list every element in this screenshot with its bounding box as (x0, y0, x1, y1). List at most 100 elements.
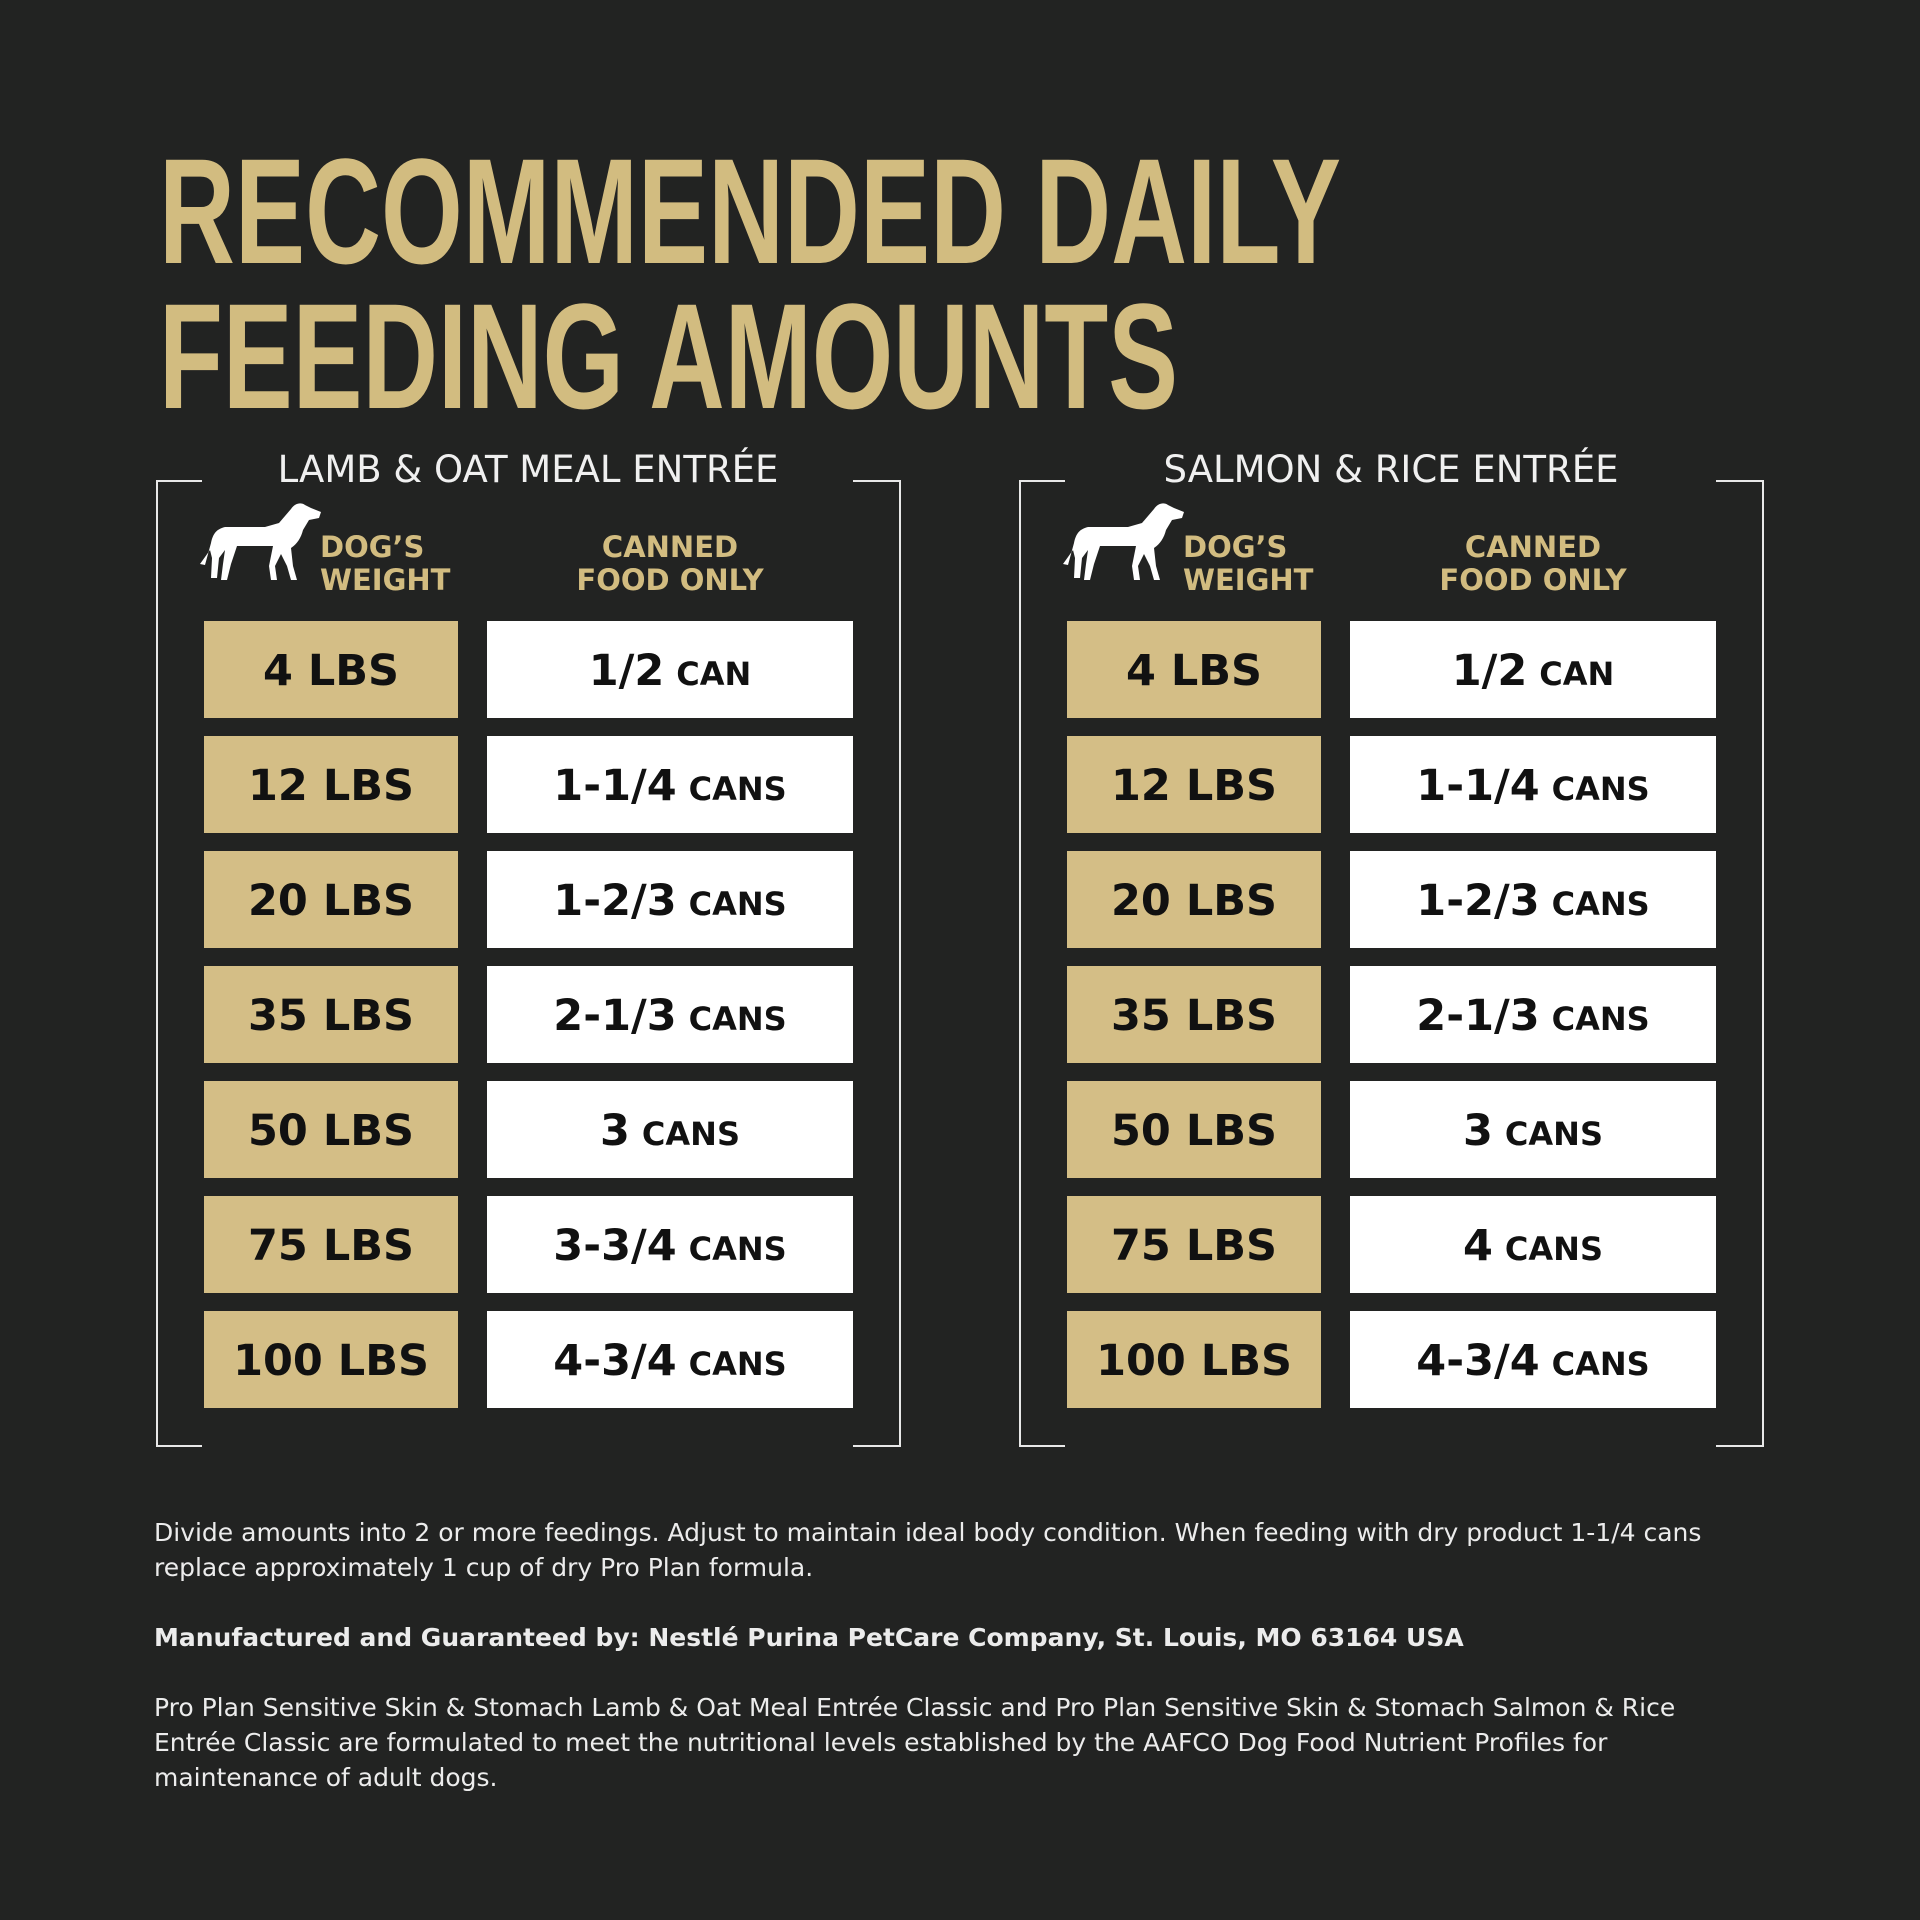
title-line: RECOMMENDED DAILY (159, 127, 1341, 295)
column-header: WEIGHT (1183, 563, 1314, 597)
amount-unit: CAN (676, 655, 751, 693)
amount-value: 1/2 (1452, 646, 1528, 696)
amount-unit: CANS (689, 1000, 787, 1038)
weight: 50 LBS (1111, 1106, 1277, 1156)
amount-cell (487, 966, 853, 1063)
amount-value: 1-2/3 (553, 876, 676, 926)
amount-cell (487, 1081, 853, 1178)
amount-unit: CANS (1505, 1230, 1603, 1268)
amount-cell (487, 1196, 853, 1293)
bracket (1019, 480, 1065, 1447)
weight-cell (204, 621, 458, 718)
column-header: WEIGHT (320, 563, 451, 597)
amount: 1/2 CAN (1452, 646, 1615, 696)
amount: 4 CANS (1463, 1221, 1603, 1271)
amount-value: 1-2/3 (1416, 876, 1539, 926)
column-header: CANNED (1465, 530, 1601, 564)
amount: 1/2 CAN (589, 646, 752, 696)
weight-cell (1067, 1311, 1321, 1408)
instructions: Divide amounts into 2 or more feedings. … (154, 1518, 1702, 1582)
weight: 35 LBS (1111, 991, 1277, 1041)
title-line: FEEDING AMOUNTS (159, 272, 1178, 440)
weight: 20 LBS (248, 876, 414, 926)
amount: 2-1/3 CANS (1416, 991, 1649, 1041)
column-header: DOG’S (320, 530, 424, 564)
amount-value: 3 (600, 1106, 630, 1156)
column-header: FOOD ONLY (576, 563, 764, 597)
aafco-statement: Pro Plan Sensitive Skin & Stomach Lamb &… (154, 1693, 1676, 1792)
amount-value: 3 (1463, 1106, 1493, 1156)
amount-unit: CANS (1552, 885, 1650, 923)
weight-cell (1067, 1081, 1321, 1178)
weight: 100 LBS (233, 1336, 429, 1386)
amount-value: 2-1/3 (553, 991, 676, 1041)
weight: 12 LBS (248, 761, 414, 811)
amount-value: 1/2 (589, 646, 665, 696)
weight: 100 LBS (1096, 1336, 1292, 1386)
amount-unit: CANS (1505, 1115, 1603, 1153)
amount: 4-3/4 CANS (553, 1336, 786, 1386)
weight-cell (204, 1081, 458, 1178)
weight-cell (1067, 1196, 1321, 1293)
amount-cell (487, 851, 853, 948)
weight: 12 LBS (1111, 761, 1277, 811)
table-heading: SALMON & RICE ENTRÉE (1164, 447, 1619, 491)
amount-unit: CANS (1552, 1000, 1650, 1038)
amount: 3 CANS (600, 1106, 740, 1156)
amount-value: 4-3/4 (553, 1336, 676, 1386)
weight: 50 LBS (248, 1106, 414, 1156)
amount: 1-2/3 CANS (1416, 876, 1649, 926)
amount: 2-1/3 CANS (553, 991, 786, 1041)
amount-value: 1-1/4 (1416, 761, 1539, 811)
weight: 20 LBS (1111, 876, 1277, 926)
bracket (156, 480, 202, 1447)
column-header: CANNED (602, 530, 738, 564)
amount-cell (487, 736, 853, 833)
weight: 4 LBS (1126, 646, 1262, 696)
amount-cell (1350, 736, 1716, 833)
weight: 75 LBS (1111, 1221, 1277, 1271)
amount-unit: CANS (1552, 770, 1650, 808)
weight: 35 LBS (248, 991, 414, 1041)
amount-cell (1350, 1196, 1716, 1293)
amount: 3-3/4 CANS (553, 1221, 786, 1271)
amount-cell (487, 621, 853, 718)
amount: 4-3/4 CANS (1416, 1336, 1649, 1386)
amount-unit: CANS (689, 1345, 787, 1383)
amount-unit: CAN (1539, 655, 1614, 693)
amount-unit: CANS (642, 1115, 740, 1153)
amount-unit: CANS (689, 1230, 787, 1268)
amount-cell (487, 1311, 853, 1408)
amount-cell (1350, 1311, 1716, 1408)
amount-value: 4 (1463, 1221, 1493, 1271)
amount: 3 CANS (1463, 1106, 1603, 1156)
weight-cell (204, 1196, 458, 1293)
amount-cell (1350, 1081, 1716, 1178)
weight-cell (1067, 966, 1321, 1063)
amount-unit: CANS (689, 770, 787, 808)
amount-value: 2-1/3 (1416, 991, 1539, 1041)
manufacturer: Manufactured and Guaranteed by: Nestlé P… (154, 1623, 1464, 1652)
bracket (1716, 480, 1764, 1447)
amount-value: 3-3/4 (553, 1221, 676, 1271)
amount-value: 1-1/4 (553, 761, 676, 811)
bracket (853, 480, 901, 1447)
amount-unit: CANS (689, 885, 787, 923)
weight-cell (1067, 851, 1321, 948)
amount-value: 4-3/4 (1416, 1336, 1539, 1386)
column-header: FOOD ONLY (1439, 563, 1627, 597)
amount-cell (1350, 966, 1716, 1063)
amount-cell (1350, 621, 1716, 718)
weight-cell (1067, 736, 1321, 833)
amount-unit: CANS (1552, 1345, 1650, 1383)
weight-cell (204, 1311, 458, 1408)
weight-cell (204, 851, 458, 948)
amount: 1-2/3 CANS (553, 876, 786, 926)
dog-icon (200, 503, 321, 580)
weight-cell (204, 736, 458, 833)
amount-cell (1350, 851, 1716, 948)
